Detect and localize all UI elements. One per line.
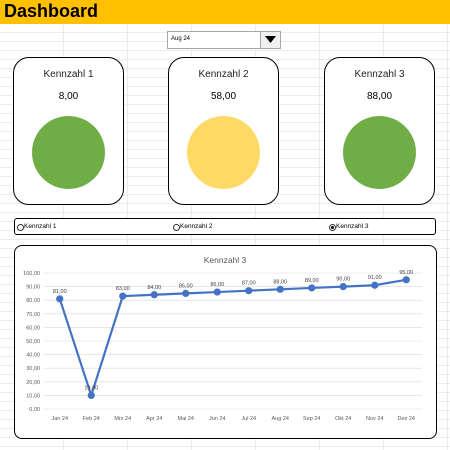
data-point	[119, 292, 127, 300]
x-tick-label: Jan 24	[51, 416, 68, 422]
kpi-card-value: 88,00	[366, 91, 393, 102]
data-label: 86,00	[210, 282, 224, 288]
month-dropdown[interactable]: Aug 24	[167, 31, 281, 49]
x-tick-label: Apr 24	[146, 416, 162, 422]
data-point	[56, 295, 64, 303]
kpi-card-title: Kennzahl 2	[198, 69, 249, 80]
kennzahl-radio-group: Kennzahl 1 Kennzahl 2 Kennzahl 3	[14, 218, 436, 235]
kpi-card-3: Kennzahl 3 88,00	[324, 57, 435, 205]
x-tick-label: Nov 24	[366, 416, 383, 422]
status-indicator-circle	[32, 116, 105, 189]
x-tick-label: Jun 24	[209, 416, 226, 422]
data-point	[87, 391, 95, 399]
chart-title: Kennzahl 3	[204, 255, 247, 265]
radio-label: Kennzahl 3	[336, 223, 369, 230]
kpi-card-value: 8,00	[58, 91, 79, 102]
data-label: 84,00	[147, 285, 161, 291]
dropdown-value: Aug 24	[171, 36, 191, 42]
data-point	[371, 281, 379, 289]
kpi-card-1: Kennzahl 1 8,00	[13, 57, 124, 205]
y-tick-label: 100,00	[23, 271, 40, 277]
data-label: 88,00	[273, 279, 287, 285]
header-bar: Dashboard	[0, 0, 450, 24]
y-tick-label: 90,00	[26, 285, 40, 291]
kpi-card-2: Kennzahl 2 58,00	[168, 57, 279, 205]
data-point	[182, 289, 190, 297]
data-point	[213, 288, 221, 296]
y-tick-label: 0,00	[29, 407, 40, 413]
series-line	[58, 278, 407, 397]
line-chart: Kennzahl 3 0,00 10,00 20,00 30,00 40,00 50,00…	[23, 255, 422, 422]
y-tick-label: 50,00	[26, 339, 40, 345]
radio-button[interactable]	[17, 224, 24, 231]
x-tick-label: Mai 24	[177, 416, 194, 422]
data-point	[245, 287, 253, 295]
chevron-down-icon	[265, 36, 276, 43]
y-tick-label: 80,00	[26, 298, 40, 304]
data-label: 90,00	[336, 277, 350, 283]
data-label: 95,00	[399, 270, 413, 276]
x-tick-label: Aug 24	[272, 416, 289, 422]
data-label: 89,00	[305, 278, 319, 284]
data-point	[339, 283, 347, 291]
kpi-card-title: Kennzahl 1	[43, 69, 94, 80]
x-tick-label: Sep 24	[303, 416, 320, 422]
radio-button[interactable]	[329, 224, 336, 231]
x-tick-label: Mrz 24	[114, 416, 131, 422]
y-tick-label: 30,00	[26, 366, 40, 372]
data-point	[150, 291, 158, 299]
data-label: 87,00	[242, 281, 256, 287]
kpi-card-title: Kennzahl 3	[354, 69, 405, 80]
x-tick-label: Okt 24	[335, 416, 351, 422]
y-tick-label: 10,00	[26, 393, 40, 399]
kpi-card-value: 58,00	[210, 91, 237, 102]
radio-button[interactable]	[173, 224, 180, 231]
data-label: 10,00	[84, 385, 98, 391]
x-tick-label: Jul 24	[241, 416, 256, 422]
radio-label: Kennzahl 2	[180, 223, 213, 230]
data-label: 83,00	[116, 286, 130, 292]
line-chart-panel: Kennzahl 3 0,00 10,00 20,00 30,00 40,00 50,00…	[14, 245, 437, 439]
page-title: Dashboard	[4, 1, 99, 21]
y-tick-label: 40,00	[26, 353, 40, 359]
data-point	[308, 284, 316, 292]
status-indicator-circle	[343, 116, 416, 189]
x-tick-label: Feb 24	[83, 416, 100, 422]
data-point	[276, 285, 284, 293]
data-label: 91,00	[368, 275, 382, 281]
y-tick-label: 20,00	[26, 380, 40, 386]
data-label: 85,00	[179, 283, 193, 289]
x-tick-label: Dez 24	[398, 416, 415, 422]
y-tick-label: 60,00	[26, 325, 40, 331]
status-indicator-circle	[187, 116, 260, 189]
radio-label: Kennzahl 1	[24, 223, 57, 230]
data-point	[402, 276, 410, 284]
y-tick-label: 70,00	[26, 312, 40, 318]
dropdown-button[interactable]	[260, 32, 280, 48]
data-label: 81,00	[53, 289, 67, 295]
